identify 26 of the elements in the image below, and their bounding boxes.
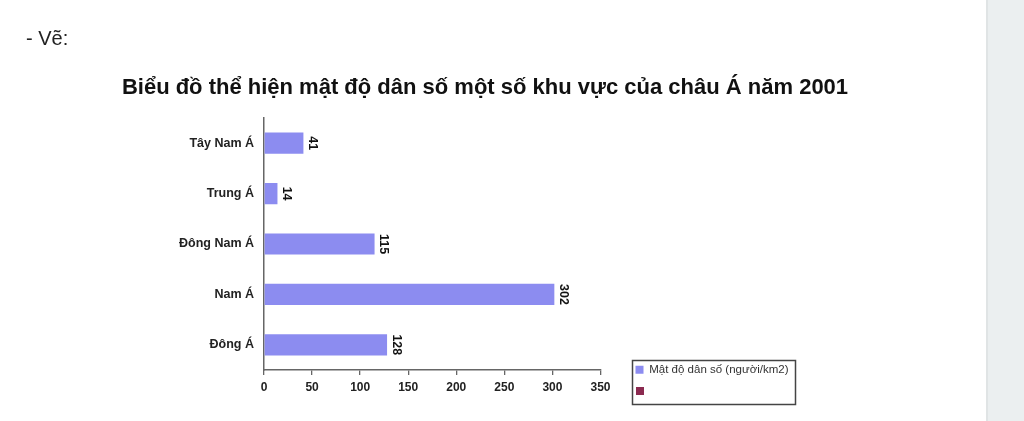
bar bbox=[264, 132, 304, 154]
y-tick-label: Đông Á bbox=[209, 336, 254, 352]
data-label: 302 bbox=[557, 283, 572, 305]
x-tick-label: 250 bbox=[494, 379, 515, 394]
x-tick-label: 100 bbox=[350, 379, 371, 394]
x-tick-label: 200 bbox=[446, 379, 467, 394]
text: - Vẽ: bbox=[26, 26, 69, 50]
y-tick-label: Đông Nam Á bbox=[179, 235, 254, 251]
y-tick-label: Nam Á bbox=[214, 285, 254, 301]
data-label: 41 bbox=[306, 136, 321, 151]
y-tick-label: Tây Nam Á bbox=[189, 134, 254, 150]
legend-label: Mật độ dân số (người/km2) bbox=[649, 362, 789, 375]
data-label: 14 bbox=[280, 186, 295, 201]
x-tick-label: 350 bbox=[590, 379, 611, 394]
chart-title: Biểu đồ thể hiện mật độ dân số một số khu vực của châu Á năm 2001 bbox=[120, 74, 850, 100]
x-tick-label: 0 bbox=[260, 379, 268, 394]
data-label: 115 bbox=[377, 233, 392, 255]
bar bbox=[264, 183, 278, 205]
x-tick-label: 150 bbox=[398, 379, 419, 394]
y-tick-label: Trung Á bbox=[206, 185, 254, 201]
bar bbox=[264, 233, 375, 255]
x-tick-label: 50 bbox=[305, 379, 320, 394]
data-label: 128 bbox=[389, 334, 404, 356]
bar bbox=[264, 283, 555, 305]
bar bbox=[264, 334, 388, 356]
x-tick-label: 300 bbox=[542, 379, 563, 394]
